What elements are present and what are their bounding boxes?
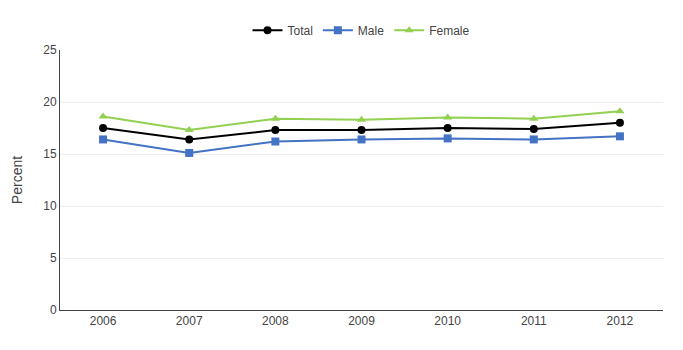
svg-text:2009: 2009 bbox=[348, 314, 375, 328]
svg-text:2007: 2007 bbox=[176, 314, 203, 328]
svg-text:5: 5 bbox=[50, 251, 57, 265]
svg-text:0: 0 bbox=[50, 303, 57, 317]
svg-text:10: 10 bbox=[43, 199, 57, 213]
svg-text:2011: 2011 bbox=[521, 314, 547, 328]
svg-text:2012: 2012 bbox=[607, 314, 634, 328]
svg-text:2010: 2010 bbox=[434, 314, 461, 328]
svg-text:20: 20 bbox=[43, 95, 57, 109]
svg-text:Percent: Percent bbox=[9, 156, 25, 204]
svg-text:Total: Total bbox=[288, 24, 313, 38]
svg-text:15: 15 bbox=[43, 147, 57, 161]
svg-text:Male: Male bbox=[358, 24, 384, 38]
svg-text:25: 25 bbox=[43, 43, 57, 57]
svg-text:2006: 2006 bbox=[90, 314, 117, 328]
svg-text:2008: 2008 bbox=[262, 314, 289, 328]
svg-text:Female: Female bbox=[429, 24, 469, 38]
